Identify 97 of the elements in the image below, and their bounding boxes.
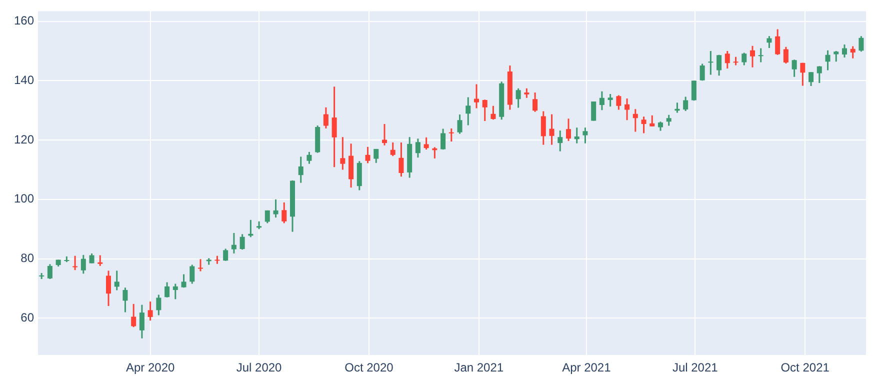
candlestick [775, 28, 780, 56]
candlestick [131, 303, 136, 328]
candlestick [582, 126, 588, 144]
candlestick [398, 142, 404, 178]
candlestick [808, 71, 814, 87]
candlestick [758, 48, 764, 64]
x-tick-label: Jan 2021 [454, 360, 504, 375]
candlestick [624, 98, 630, 121]
candlestick [390, 142, 396, 157]
candlestick [98, 254, 103, 267]
candlestick [415, 138, 420, 158]
candlestick [164, 282, 170, 298]
candlestick [374, 148, 379, 164]
candlestick [524, 88, 530, 99]
candlestick [264, 210, 270, 224]
x-tick-label: Oct 2020 [344, 360, 394, 375]
candlestick [850, 45, 856, 60]
candlestick [482, 98, 488, 122]
candlestick [566, 118, 572, 142]
candlestick [106, 270, 112, 307]
candlestick [792, 58, 797, 78]
candlestick [148, 300, 153, 322]
candlestick [532, 92, 538, 113]
candlestick [766, 35, 772, 49]
candlestick [240, 233, 245, 250]
candlestick [466, 96, 471, 126]
candlestick [650, 114, 655, 128]
y-tick-label: 100 [14, 192, 34, 206]
candlestick [490, 105, 496, 120]
candlestick [708, 50, 714, 76]
y-tick-label: 140 [14, 72, 34, 87]
candlestick [691, 80, 696, 102]
candlestick [683, 96, 688, 112]
candlestick [282, 202, 287, 224]
candlestick [783, 46, 788, 64]
candlestick [666, 114, 672, 127]
candlestick [114, 270, 120, 292]
candlestick [750, 45, 756, 68]
candlestick [842, 44, 848, 58]
candlestick [549, 113, 554, 146]
candlestick [540, 110, 546, 146]
y-tick-label: 60 [20, 310, 34, 324]
candlestick [516, 88, 521, 108]
candlestick [198, 258, 204, 272]
y-tick-label: 80 [20, 251, 34, 266]
candlestick [591, 100, 596, 122]
candlestick [273, 198, 278, 218]
candlestick [348, 142, 354, 188]
candlestick [122, 286, 128, 313]
x-tick-label: Jul 2021 [672, 360, 718, 375]
x-tick-label: Apr 2020 [126, 360, 175, 375]
y-tick-label: 160 [14, 14, 34, 28]
candlestick [658, 120, 664, 132]
candlestick [816, 65, 822, 84]
candlestick [47, 263, 52, 280]
x-tick-label: Apr 2021 [562, 360, 612, 375]
candlestick [599, 90, 604, 111]
candlestick [608, 93, 613, 108]
candlestick [332, 86, 337, 168]
candlestick [448, 128, 454, 142]
candlestick [724, 50, 730, 70]
candlestick [156, 294, 162, 316]
candlestick [80, 254, 86, 274]
candlestick [440, 128, 446, 150]
candlestick [306, 151, 312, 165]
candlestick [716, 54, 722, 76]
candlestick [231, 232, 236, 254]
candlestick [340, 136, 346, 170]
candlestick [382, 123, 388, 146]
candlestick [742, 52, 747, 66]
candlestick [800, 62, 806, 86]
candlestick [172, 282, 178, 300]
candlestick [641, 116, 646, 134]
candlestick [616, 94, 622, 111]
candlestick [457, 114, 462, 135]
candlestick [323, 106, 328, 130]
candlestick [89, 252, 94, 264]
candlestick [858, 35, 864, 52]
candlestick [825, 50, 830, 72]
candlestick [365, 146, 370, 164]
x-tick-label: Oct 2021 [780, 360, 830, 375]
candlestick [298, 156, 304, 184]
candlestick [139, 304, 144, 340]
candlestick [181, 273, 186, 288]
candlestick [223, 248, 228, 262]
candlestick [700, 63, 705, 82]
candlestick [574, 126, 580, 144]
candlestick [72, 255, 78, 271]
candlestick [190, 264, 195, 284]
y-tick-label: 120 [14, 132, 34, 146]
candlestick [558, 130, 563, 152]
candlestick [356, 160, 362, 191]
candlestick [632, 108, 638, 132]
candlestick [474, 83, 480, 110]
candlestick [834, 50, 839, 62]
candlestick [424, 136, 429, 150]
x-tick-label: Jul 2020 [236, 360, 282, 375]
